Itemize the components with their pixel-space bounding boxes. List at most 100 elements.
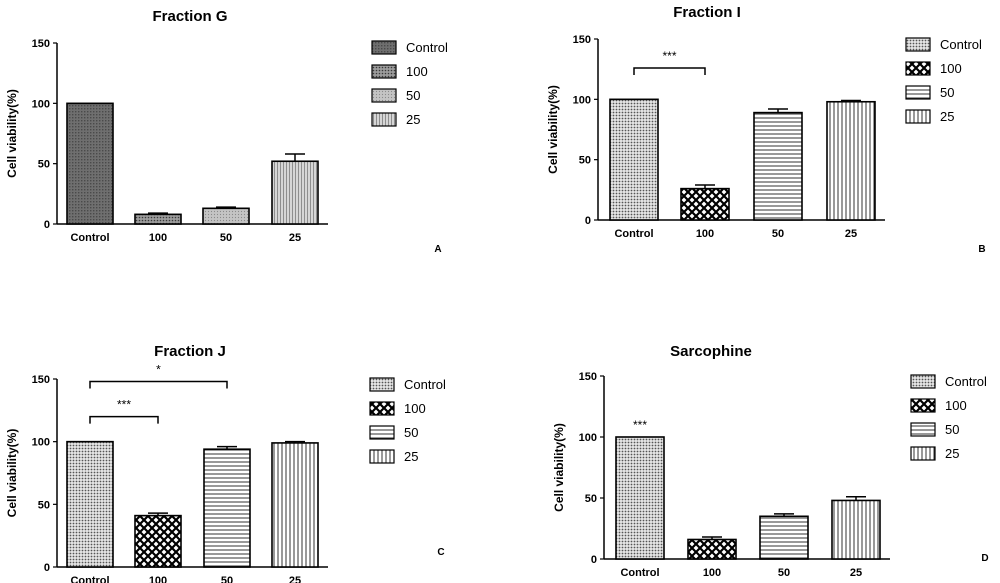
y-tick-label: 0 [591,554,597,566]
x-tick-label: 100 [149,575,167,583]
bar-50 [202,207,250,225]
legend-swatch [910,446,936,461]
legend-swatch [910,422,936,437]
chart-panel-4: Sarcophine 0 50 100 150 Cell viability(%) Cont… [552,343,989,579]
x-tick-label: 25 [289,232,301,244]
chart-panel-1: Fraction G 0 50 100 150 Cell viability(%) Cont… [5,8,448,255]
legend-label: 25 [404,449,418,464]
legend-label: 100 [406,64,428,79]
legend-label: Control [406,40,448,55]
legend-swatch [371,64,397,79]
bar-25 [271,160,319,225]
y-tick-label: 50 [579,155,591,167]
y-tick-label: 0 [44,219,50,231]
legend-swatch [905,61,931,76]
legend-label: 50 [940,85,954,100]
y-tick-label: 50 [585,493,597,505]
chart-panel-2: Fraction I 0 50 100 150 Cell viability(%) Cont… [546,4,986,255]
legend-label: 100 [940,61,962,76]
y-axis-label: Cell viability(%) [5,89,19,178]
y-tick-label: 150 [579,371,597,383]
bar-50 [203,448,251,568]
panel-label: A [434,244,441,255]
significance-label: * [156,363,161,377]
legend-swatch [905,37,931,52]
legend-label: 25 [945,446,959,461]
chart-title: Fraction G [152,8,227,25]
legend-label: 25 [940,109,954,124]
legend-label: 50 [404,425,418,440]
legend-swatch [905,85,931,100]
bar-100 [134,213,182,225]
legend-label: Control [404,377,446,392]
x-tick-label: 50 [778,567,790,579]
legend-swatch [371,40,397,55]
panel-label: D [981,553,988,564]
significance-bracket [89,380,228,389]
y-tick-label: 100 [32,98,50,110]
y-axis-label: Cell viability(%) [546,85,560,174]
y-tick-label: 150 [573,34,591,46]
significance-label: *** [662,49,676,63]
bar-100 [687,538,737,560]
x-tick-label: Control [614,228,653,240]
bar-25 [271,442,319,568]
legend-label: Control [945,374,987,389]
bar-100 [680,187,730,221]
legend-label: 50 [406,88,420,103]
legend-label: 25 [406,112,420,127]
y-axis-label: Cell viability(%) [552,423,566,512]
y-tick-label: 100 [573,94,591,106]
panel-label: B [978,244,985,255]
significance-label: *** [633,418,647,432]
bar-25 [831,499,881,560]
bar-control [609,98,659,221]
x-tick-label: 50 [220,232,232,244]
bar-control [615,436,665,560]
y-tick-label: 50 [38,499,50,511]
x-tick-label: 25 [289,575,301,583]
y-tick-label: 150 [32,38,50,50]
y-tick-label: 0 [44,562,50,574]
x-tick-label: Control [70,575,109,583]
y-axis-label: Cell viability(%) [5,429,19,518]
legend-label: Control [940,37,982,52]
legend-swatch [371,112,397,127]
legend-label: 100 [945,398,967,413]
legend-swatch [905,109,931,124]
significance-label: *** [117,398,131,412]
bar-100 [134,514,182,568]
legend-swatch [910,374,936,389]
significance-bracket [633,67,706,75]
y-tick-label: 0 [585,215,591,227]
chart-title: Fraction I [673,4,741,21]
legend-swatch [369,377,395,392]
x-tick-label: Control [620,567,659,579]
bar-50 [759,515,809,560]
x-tick-label: 50 [221,575,233,583]
chart-panel-3: Fraction J 0 50 100 150 Cell viability(%) Cont… [5,343,446,583]
y-tick-label: 100 [579,432,597,444]
bar-50 [753,111,803,221]
x-tick-label: 100 [703,567,721,579]
x-tick-label: 25 [845,228,857,240]
bar-control [66,102,114,225]
legend-swatch [369,449,395,464]
y-tick-label: 50 [38,159,50,171]
x-tick-label: 100 [149,232,167,244]
legend-swatch [910,398,936,413]
x-tick-label: Control [70,232,109,244]
x-tick-label: 50 [772,228,784,240]
y-tick-label: 150 [32,374,50,386]
legend-swatch [369,401,395,416]
bar-25 [826,100,876,221]
legend-label: 100 [404,401,426,416]
significance-bracket [89,415,159,424]
bar-control [66,440,114,568]
x-tick-label: 100 [696,228,714,240]
legend-swatch [369,425,395,440]
panel-label: C [437,547,444,558]
chart-title: Fraction J [154,343,226,360]
chart-title: Sarcophine [670,343,752,360]
